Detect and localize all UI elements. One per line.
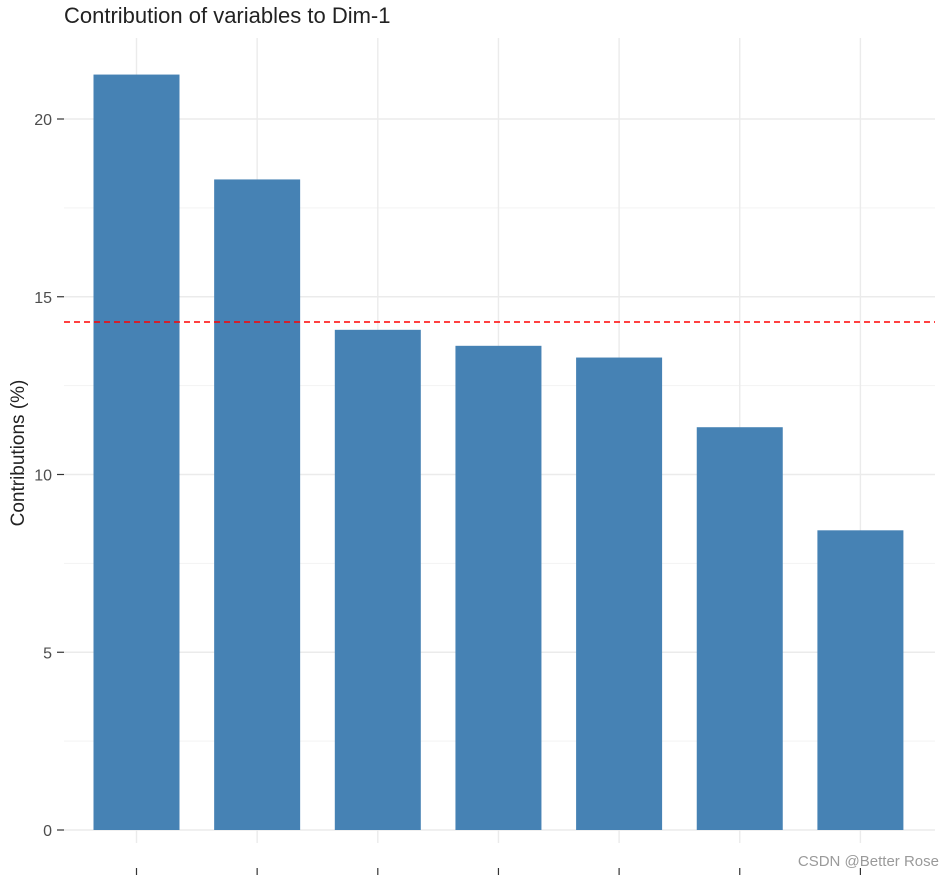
bar: [576, 357, 663, 830]
axes: 0 5 10 15 20: [34, 112, 862, 875]
y-tick-label: 20: [34, 112, 52, 129]
bar: [334, 329, 421, 830]
bar: [817, 530, 904, 830]
y-axis-label: Contributions (%): [8, 380, 29, 527]
y-tick-label: 10: [34, 468, 52, 485]
y-tick-label: 5: [43, 645, 52, 662]
bar: [214, 179, 301, 830]
bars: [93, 74, 904, 830]
y-tick-label: 15: [34, 290, 52, 307]
chart-title: Contribution of variables to Dim-1: [64, 3, 391, 28]
bar: [93, 74, 180, 830]
watermark: CSDN @Better Rose: [797, 853, 939, 870]
bar: [696, 427, 783, 830]
bar: [455, 345, 542, 830]
y-tick-label: 0: [43, 823, 52, 840]
